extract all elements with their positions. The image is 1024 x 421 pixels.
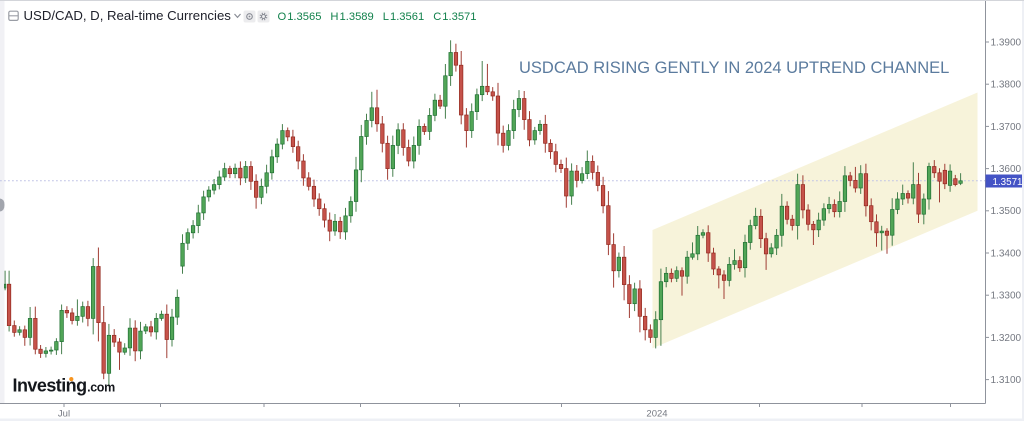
svg-text:USD/CAD, D, Real-time Currenci: USD/CAD, D, Real-time Currencies [24, 8, 232, 23]
svg-text:1.3571: 1.3571 [993, 177, 1023, 188]
svg-text:1.3800: 1.3800 [991, 80, 1022, 91]
svg-text:1.3200: 1.3200 [991, 333, 1022, 344]
svg-text:Investing.com: Investing.com [13, 376, 116, 396]
svg-text:1.3700: 1.3700 [991, 122, 1022, 133]
svg-text:1.3300: 1.3300 [991, 291, 1022, 302]
svg-text:Jul: Jul [58, 409, 70, 420]
svg-text:1.3400: 1.3400 [991, 248, 1022, 259]
svg-text:1.3600: 1.3600 [991, 164, 1022, 175]
svg-text:1.3500: 1.3500 [991, 206, 1022, 217]
svg-text:1.3900: 1.3900 [991, 37, 1022, 48]
svg-text:USDCAD RISING GENTLY IN 2024 U: USDCAD RISING GENTLY IN 2024 UPTREND CHA… [519, 59, 949, 77]
svg-text:1.3100: 1.3100 [991, 375, 1022, 386]
svg-text:2024: 2024 [646, 409, 667, 420]
